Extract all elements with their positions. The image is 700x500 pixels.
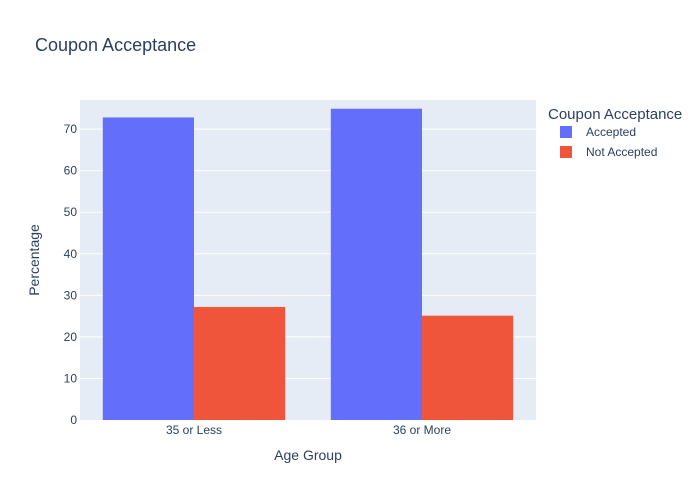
legend-swatch xyxy=(560,126,572,138)
bars xyxy=(102,108,514,421)
y-tick-label: 20 xyxy=(64,330,78,344)
y-axis-title: Percentage xyxy=(26,224,42,296)
legend-label: Accepted xyxy=(586,125,636,139)
y-tick-label: 60 xyxy=(64,164,78,178)
bar-accepted-0 xyxy=(102,117,194,421)
y-tick-label: 40 xyxy=(64,247,78,261)
y-tick-label: 30 xyxy=(64,288,78,302)
y-tick-label: 50 xyxy=(64,205,78,219)
legend-swatch xyxy=(560,146,572,158)
legend-label: Not Accepted xyxy=(586,145,657,159)
x-axis-title: Age Group xyxy=(274,447,342,463)
legend: Coupon Acceptance Accepted Not Accepted xyxy=(548,106,682,159)
legend-title: Coupon Acceptance xyxy=(548,106,682,123)
bar-not-accepted-1 xyxy=(422,315,514,420)
y-tick-label: 70 xyxy=(64,122,78,136)
x-axis-ticks: 35 or Less 36 or More xyxy=(166,423,451,437)
x-tick-label: 35 or Less xyxy=(166,423,222,437)
bar-accepted-1 xyxy=(330,108,422,421)
chart-title: Coupon Acceptance xyxy=(35,35,196,55)
x-tick-label: 36 or More xyxy=(393,423,451,437)
bar-not-accepted-0 xyxy=(194,306,286,420)
y-tick-label: 10 xyxy=(64,371,78,385)
y-axis-ticks: 0 10 20 30 40 50 60 70 xyxy=(64,122,78,427)
y-tick-label: 0 xyxy=(70,413,77,427)
